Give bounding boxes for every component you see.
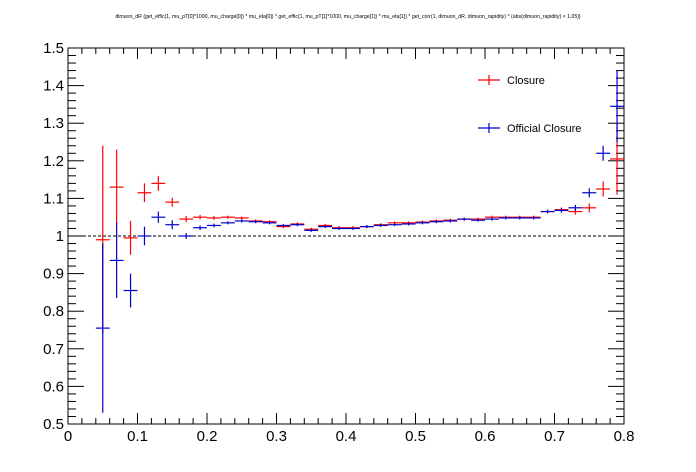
y-tick-label: 0.6 <box>43 378 64 395</box>
data-point <box>123 220 138 255</box>
data-point <box>498 216 513 220</box>
data-point <box>485 217 499 221</box>
data-point <box>373 223 388 227</box>
data-point <box>387 223 402 227</box>
x-tick-label: 0.5 <box>405 428 426 445</box>
y-tick-label: 0.5 <box>43 416 64 433</box>
data-point <box>165 197 180 207</box>
data-point <box>582 188 597 198</box>
data-point <box>109 149 124 225</box>
legend-label: Official Closure <box>507 123 581 135</box>
legend-entry: Official Closure <box>478 123 581 135</box>
data-point <box>596 145 611 161</box>
y-tick-label: 1.1 <box>43 190 64 207</box>
data-point <box>457 217 472 221</box>
data-point <box>137 226 152 246</box>
data-point <box>179 232 194 240</box>
data-point <box>123 273 138 308</box>
series-official-closure <box>95 70 624 413</box>
data-point <box>610 70 624 142</box>
y-tick-label: 0.7 <box>43 341 64 358</box>
y-tick-label: 1.4 <box>43 78 64 95</box>
y-tick-label: 0.9 <box>43 266 64 283</box>
data-point <box>332 226 346 230</box>
x-tick-label: 0 <box>64 428 72 445</box>
data-point <box>290 223 305 227</box>
data-point <box>276 223 291 227</box>
data-point <box>193 214 207 220</box>
y-tick-label: 1 <box>56 228 64 245</box>
data-point <box>582 203 597 213</box>
series-closure <box>95 123 624 334</box>
y-tick-label: 1.3 <box>43 115 64 132</box>
data-point <box>95 243 110 413</box>
x-tick-label: 0.8 <box>614 428 635 445</box>
y-tick-label: 1.5 <box>43 40 64 57</box>
data-point <box>220 221 235 225</box>
data-point <box>540 209 555 214</box>
data-point <box>304 228 319 232</box>
data-point <box>596 181 611 197</box>
data-point <box>137 183 152 203</box>
data-point <box>401 222 416 226</box>
data-point <box>359 225 374 229</box>
data-point <box>568 204 583 211</box>
data-point <box>151 175 166 191</box>
data-point <box>512 216 527 220</box>
x-tick-label: 0.2 <box>197 428 218 445</box>
legend-label: Closure <box>507 75 545 87</box>
data-point <box>234 219 249 223</box>
x-tick-label: 0.4 <box>336 428 357 445</box>
data-point <box>234 216 249 220</box>
x-tick-label: 0.3 <box>266 428 287 445</box>
x-tick-label: 0.7 <box>544 428 565 445</box>
data-point <box>443 219 458 223</box>
data-point <box>415 221 430 225</box>
chart-title: dimuon_dR {get_effic(1, mu_pT[0]*1000, m… <box>115 14 581 20</box>
data-point <box>346 226 360 230</box>
data-point <box>179 216 194 223</box>
data-point <box>429 220 444 224</box>
data-point <box>207 223 221 228</box>
y-tick-label: 0.8 <box>43 303 64 320</box>
data-point <box>262 221 277 225</box>
data-point <box>151 211 166 223</box>
data-point <box>165 220 180 230</box>
data-point <box>109 222 124 299</box>
data-point <box>318 225 333 229</box>
data-point <box>207 216 221 220</box>
legend-entry: Closure <box>478 75 545 87</box>
data-point <box>526 216 541 220</box>
x-tick-label: 0.1 <box>127 428 148 445</box>
data-point <box>193 225 207 230</box>
data-point <box>220 215 235 219</box>
data-point <box>248 220 263 224</box>
data-point <box>471 218 485 222</box>
y-tick-label: 1.2 <box>43 153 64 170</box>
x-tick-label: 0.6 <box>475 428 496 445</box>
data-point <box>554 208 569 213</box>
